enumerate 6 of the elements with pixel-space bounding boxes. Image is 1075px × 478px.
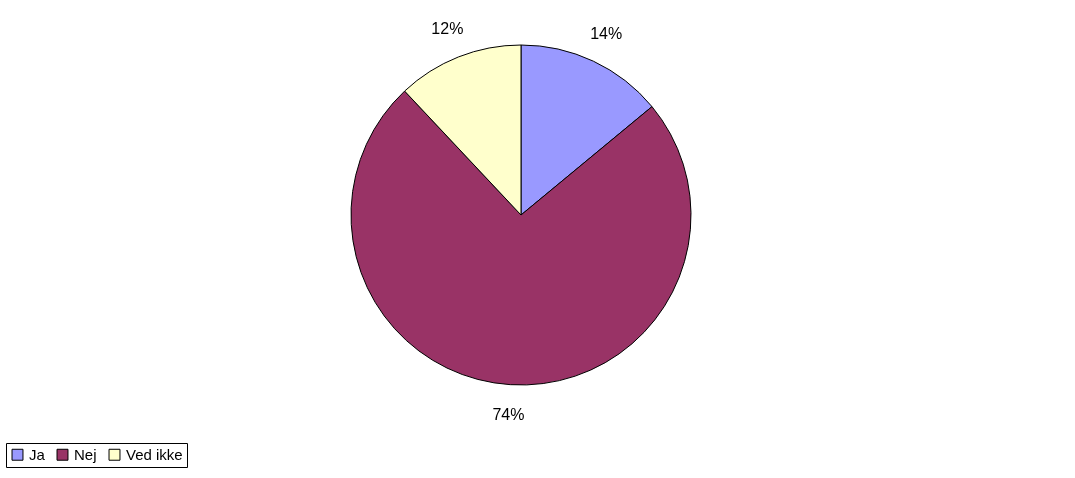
data-label: 12% xyxy=(431,20,464,38)
data-label: 74% xyxy=(492,405,525,423)
legend-label: Ja xyxy=(29,445,46,463)
data-label: 14% xyxy=(590,25,623,43)
legend-label: Nej xyxy=(74,445,97,463)
legend-label: Ved ikke xyxy=(126,445,183,463)
